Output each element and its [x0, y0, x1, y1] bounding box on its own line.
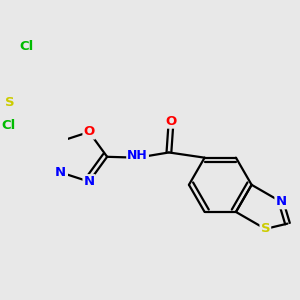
Text: S: S [5, 96, 15, 109]
Text: S: S [260, 222, 270, 236]
Text: N: N [275, 195, 286, 208]
Text: NH: NH [127, 148, 148, 162]
Text: N: N [54, 166, 65, 179]
Text: Cl: Cl [19, 40, 33, 53]
Text: Cl: Cl [2, 119, 16, 132]
Text: O: O [166, 115, 177, 128]
Text: N: N [83, 175, 94, 188]
Text: O: O [83, 125, 95, 139]
